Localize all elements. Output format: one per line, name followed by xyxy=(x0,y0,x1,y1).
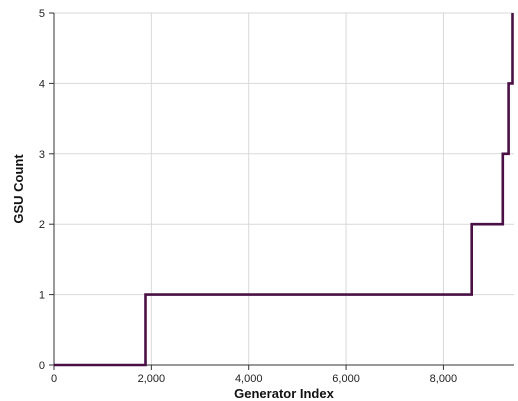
x-tick-label: 2,000 xyxy=(138,373,166,385)
gsu-count-step-line xyxy=(54,13,514,367)
x-tick-label: 4,000 xyxy=(235,373,263,385)
grid-lines xyxy=(54,12,514,365)
y-tick-label: 4 xyxy=(39,78,45,90)
y-tick-label: 0 xyxy=(39,360,45,372)
axes xyxy=(49,12,514,370)
tick-labels: 0 1 2 3 4 5 0 2,000 4,000 6,000 8,000 xyxy=(39,8,457,385)
y-axis-title: GSU Count xyxy=(11,154,26,224)
x-tick-label: 0 xyxy=(51,373,57,385)
y-tick-label: 3 xyxy=(39,149,45,161)
series-layer xyxy=(54,13,514,367)
x-tick-label: 8,000 xyxy=(430,373,458,385)
y-tick-label: 2 xyxy=(39,219,45,231)
y-tick-label: 1 xyxy=(39,290,45,302)
x-axis-title: Generator Index xyxy=(234,386,334,401)
y-tick-label: 5 xyxy=(39,8,45,20)
x-tick-label: 6,000 xyxy=(332,373,360,385)
